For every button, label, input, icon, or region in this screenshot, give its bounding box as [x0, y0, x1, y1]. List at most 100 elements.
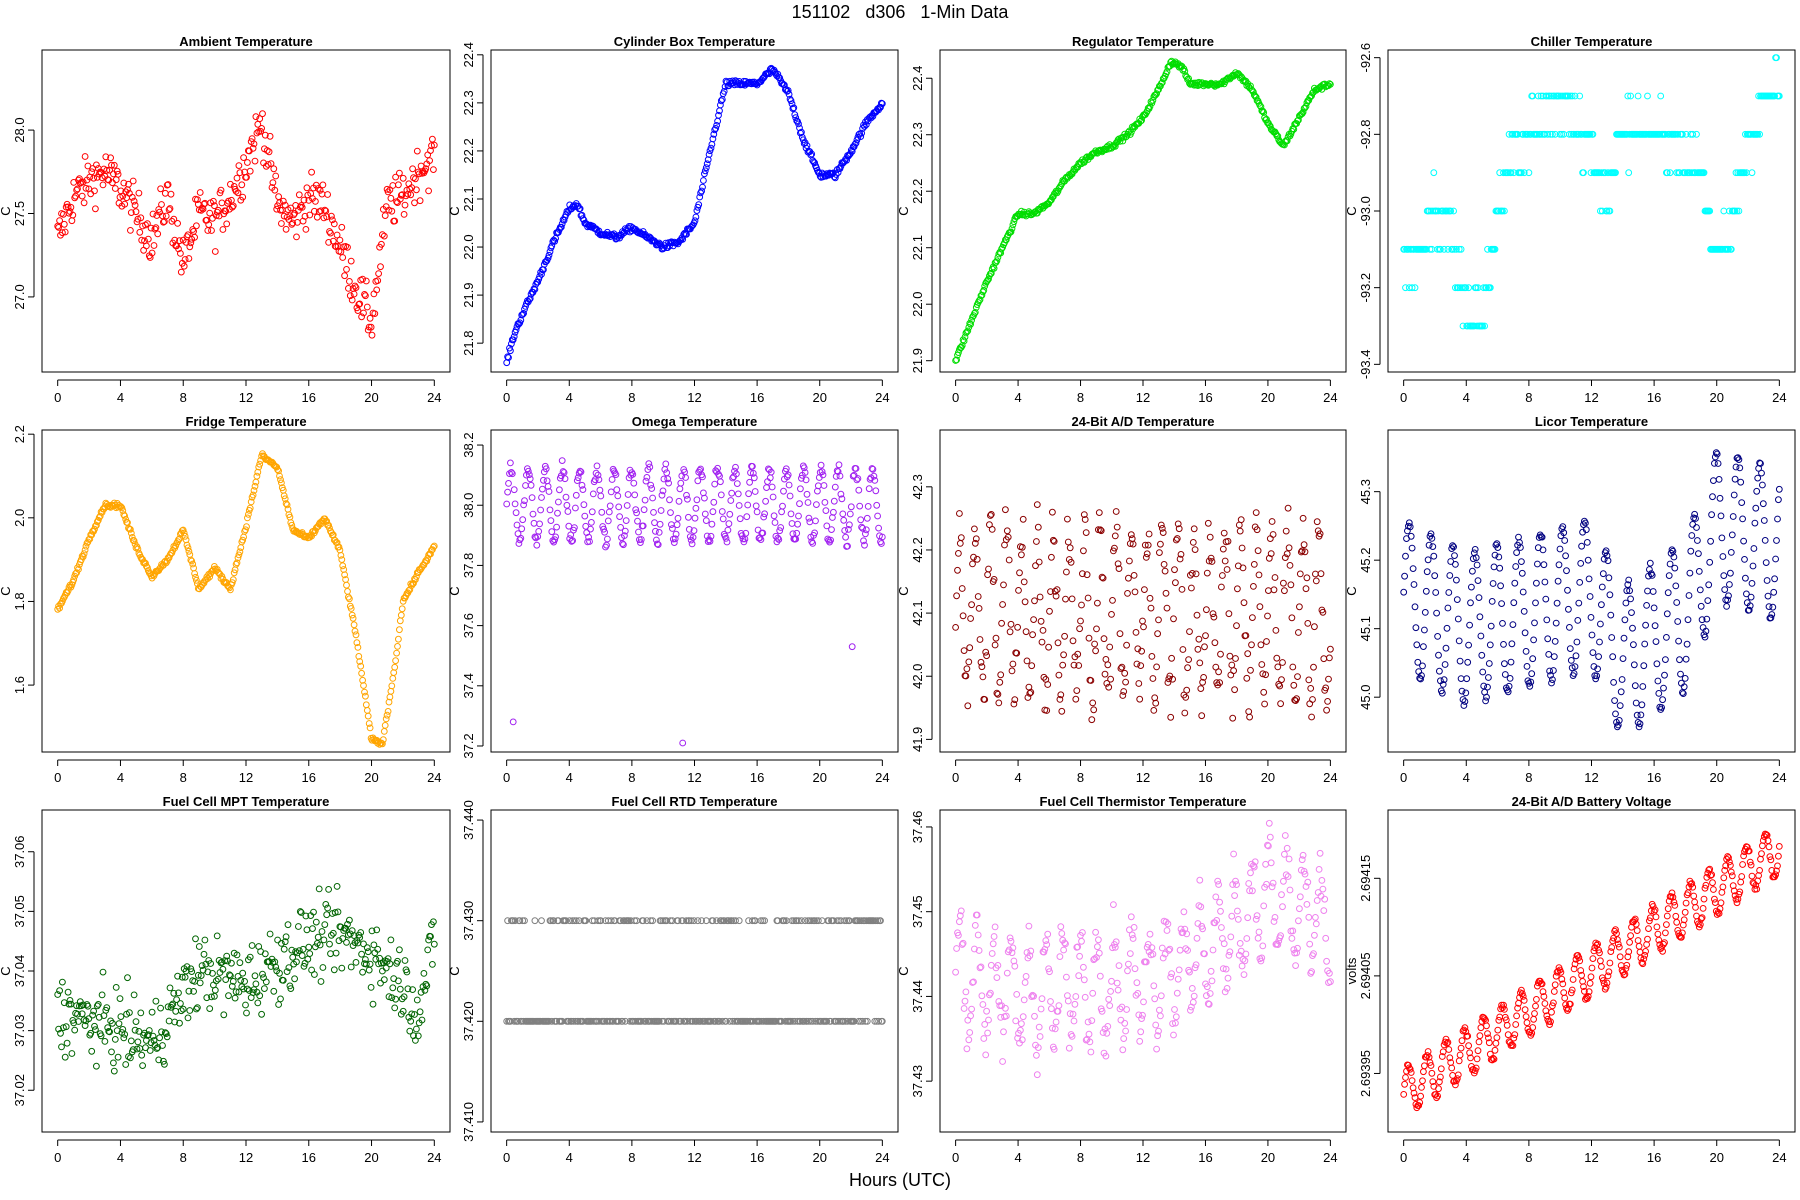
data-point — [357, 662, 365, 670]
data-point — [510, 1017, 518, 1025]
data-point — [1020, 996, 1028, 1004]
data-point — [1718, 534, 1726, 542]
data-point — [1158, 944, 1166, 952]
data-point — [1448, 545, 1456, 552]
data-point — [1099, 1029, 1107, 1036]
data-point — [732, 917, 739, 925]
data-point — [1182, 694, 1190, 701]
x-tick-label: 4 — [1463, 770, 1470, 785]
data-point — [1319, 608, 1327, 616]
data-point — [1036, 1033, 1044, 1040]
data-point — [1732, 463, 1740, 471]
data-point — [1223, 985, 1231, 992]
data-point — [1693, 524, 1700, 531]
x-tick-label: 20 — [1261, 1150, 1275, 1165]
data-point — [1483, 284, 1490, 292]
data-point — [1091, 955, 1098, 963]
data-point — [1474, 1047, 1482, 1055]
data-point — [1619, 655, 1627, 662]
data-point — [1158, 79, 1166, 86]
panel-title: Ambient Temperature — [179, 34, 312, 49]
data-point — [1736, 464, 1744, 472]
data-point — [582, 917, 590, 925]
data-point — [392, 995, 400, 1003]
data-point — [1216, 679, 1223, 687]
data-point — [1459, 322, 1467, 330]
data-point — [1207, 967, 1215, 975]
data-point — [87, 1029, 95, 1037]
data-point — [252, 980, 260, 988]
data-point — [362, 960, 370, 968]
data-point — [993, 974, 1001, 981]
data-point — [542, 465, 550, 473]
data-point — [1753, 487, 1761, 495]
data-point — [81, 546, 89, 554]
data-point — [1080, 547, 1087, 555]
data-point — [1649, 588, 1657, 595]
data-point — [1170, 615, 1177, 623]
data-point — [648, 485, 656, 492]
data-point — [379, 231, 386, 239]
data-point — [390, 669, 398, 676]
data-point — [1259, 942, 1267, 950]
data-point — [222, 207, 230, 215]
data-point — [1140, 623, 1147, 631]
data-point — [1220, 529, 1228, 537]
data-point — [518, 525, 526, 533]
data-point — [131, 1026, 139, 1034]
data-point — [1207, 554, 1215, 562]
data-point — [1540, 993, 1548, 1000]
data-point — [1448, 1064, 1456, 1072]
data-point — [1551, 638, 1559, 645]
data-point — [1233, 881, 1240, 888]
data-point — [110, 161, 118, 169]
data-point — [1546, 92, 1553, 100]
data-point — [214, 206, 222, 214]
data-point — [127, 209, 135, 217]
data-point — [124, 974, 131, 982]
data-point — [701, 510, 709, 518]
data-point — [396, 985, 404, 993]
data-point — [1002, 506, 1009, 514]
data-point — [1680, 683, 1688, 691]
data-point — [125, 1053, 132, 1060]
data-point — [1169, 675, 1176, 683]
data-point — [297, 909, 305, 916]
data-point — [1138, 647, 1145, 655]
data-point — [1176, 946, 1184, 954]
data-point — [601, 528, 608, 536]
data-point — [1116, 1005, 1124, 1013]
data-point — [348, 611, 356, 619]
x-tick-label: 0 — [952, 390, 959, 405]
data-point — [1009, 944, 1017, 952]
data-point — [200, 950, 208, 958]
data-point — [1116, 138, 1124, 145]
data-point — [1037, 1005, 1045, 1013]
data-point — [726, 510, 734, 518]
data-point — [1571, 960, 1579, 968]
data-point — [1440, 676, 1448, 684]
data-point — [1213, 917, 1221, 924]
data-point — [324, 904, 332, 912]
data-point — [984, 571, 991, 579]
x-tick-label: 12 — [687, 1150, 701, 1165]
data-point — [1230, 850, 1237, 858]
data-point — [295, 191, 303, 199]
data-point — [152, 997, 160, 1005]
data-point — [1258, 661, 1266, 668]
data-point — [597, 492, 605, 500]
data-point — [170, 215, 178, 223]
data-point — [734, 490, 742, 498]
data-point — [572, 491, 580, 499]
data-point — [801, 469, 809, 476]
data-point — [1015, 587, 1022, 594]
data-point — [341, 272, 349, 280]
data-point — [1521, 629, 1529, 637]
data-point — [1101, 670, 1109, 678]
x-tick-label: 16 — [750, 770, 764, 785]
data-point — [1029, 631, 1036, 639]
data-point — [807, 1017, 815, 1025]
data-point — [1133, 660, 1141, 668]
data-point — [275, 467, 283, 475]
